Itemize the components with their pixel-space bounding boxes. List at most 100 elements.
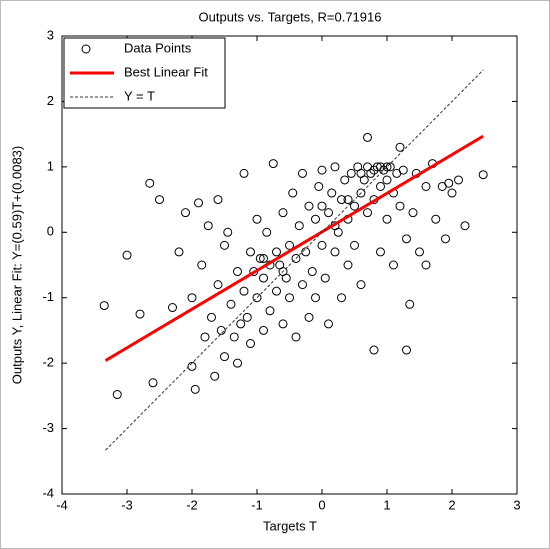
x-tick-label: -2: [186, 497, 198, 512]
data-point: [229, 332, 239, 342]
data-point: [324, 319, 333, 329]
data-point: [385, 162, 395, 172]
data-point: [259, 253, 268, 263]
legend-label: Data Points: [124, 40, 192, 55]
data-point: [203, 221, 213, 231]
data-point: [346, 168, 356, 178]
data-point: [268, 159, 278, 169]
data-point: [145, 178, 155, 188]
data-point: [454, 175, 463, 185]
data-point: [376, 181, 385, 191]
data-point: [330, 247, 340, 257]
data-point: [226, 299, 236, 309]
data-point: [255, 253, 265, 263]
data-point: [181, 208, 190, 218]
data-point: [343, 260, 353, 270]
data-point: [304, 312, 314, 322]
data-point: [460, 221, 470, 231]
data-point: [327, 188, 337, 198]
data-point: [311, 293, 320, 303]
data-point: [278, 208, 288, 218]
data-point: [272, 286, 281, 296]
data-point: [278, 267, 288, 277]
legend-marker: [81, 44, 91, 54]
data-point: [350, 240, 359, 250]
data-point: [337, 293, 346, 303]
data-point: [285, 293, 294, 303]
data-point: [382, 214, 392, 224]
data-point: [285, 240, 294, 250]
x-axis-label: Targets T: [263, 518, 317, 533]
data-point: [148, 378, 158, 388]
x-tick-label: -3: [121, 497, 133, 512]
data-point: [408, 208, 418, 218]
data-point: [252, 293, 262, 303]
data-point: [311, 214, 320, 224]
data-point: [213, 195, 223, 205]
data-point: [478, 170, 488, 180]
data-point: [441, 234, 450, 244]
data-point: [239, 286, 249, 296]
data-point: [187, 361, 197, 371]
data-point: [356, 188, 366, 198]
y-tick-label: -2: [42, 355, 54, 370]
y-tick-label: -3: [42, 420, 54, 435]
data-point: [242, 312, 252, 322]
x-tick-label: 1: [383, 497, 390, 512]
data-point: [190, 384, 200, 394]
data-point: [398, 165, 408, 175]
data-point: [236, 319, 246, 329]
data-point: [447, 188, 457, 198]
data-point: [369, 345, 379, 355]
data-point: [356, 168, 366, 178]
data-point: [317, 201, 327, 211]
data-point: [112, 390, 122, 400]
data-point: [317, 240, 327, 250]
y-tick-label: -1: [42, 289, 54, 304]
data-point: [187, 293, 197, 303]
x-tick-label: 0: [318, 497, 325, 512]
legend-label: Best Linear Fit: [124, 64, 208, 79]
data-point: [314, 181, 324, 191]
data-point: [415, 247, 424, 257]
data-point: [337, 195, 346, 205]
data-point: [210, 371, 220, 381]
data-point: [122, 250, 132, 260]
data-point: [291, 332, 301, 342]
data-point: [421, 260, 431, 270]
data-point: [233, 358, 242, 368]
x-tick-label: -4: [56, 497, 68, 512]
data-point: [272, 247, 281, 257]
data-point: [259, 273, 268, 283]
data-point: [395, 142, 405, 152]
data-point: [246, 247, 255, 257]
data-point: [291, 253, 301, 263]
data-point: [174, 247, 184, 257]
data-point: [376, 162, 385, 172]
data-point: [298, 168, 307, 178]
data-point: [298, 280, 307, 290]
data-point: [431, 214, 441, 224]
data-point: [294, 221, 304, 231]
data-point: [405, 299, 415, 309]
data-point: [402, 345, 411, 355]
y-tick-label: 1: [47, 158, 54, 173]
identity-line: [105, 69, 484, 451]
data-point: [220, 352, 229, 362]
y-axis-label: Outputs Y, Linear Fit: Y=(0.59)T+(0.0083…: [9, 146, 24, 384]
x-tick-label: -1: [251, 497, 263, 512]
data-point: [246, 339, 255, 349]
data-point: [317, 165, 327, 175]
y-tick-label: 0: [47, 224, 54, 239]
data-point: [155, 195, 164, 205]
data-point: [194, 198, 203, 208]
data-point: [197, 260, 207, 270]
data-point: [223, 227, 233, 237]
data-point: [304, 201, 314, 211]
data-point: [350, 201, 359, 211]
data-point: [356, 280, 366, 290]
data-point: [207, 312, 216, 322]
data-point: [278, 319, 288, 329]
data-point: [288, 188, 298, 198]
